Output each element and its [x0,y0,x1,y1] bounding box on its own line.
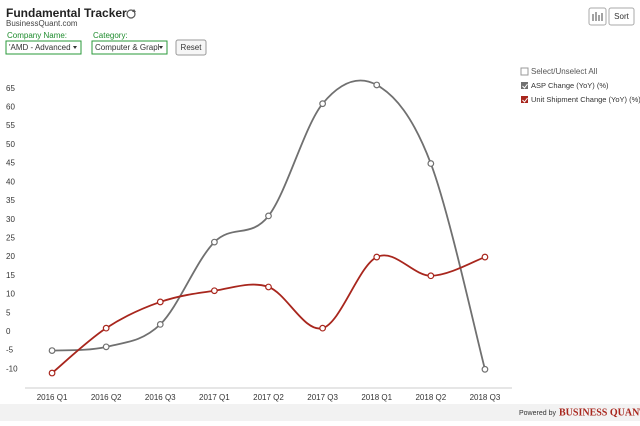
data-point [481,365,489,373]
sort-button[interactable] [608,7,635,26]
y-tick-label: -5 [6,346,14,355]
data-point [48,369,56,377]
legend-swatch[interactable] [521,82,528,89]
data-point [102,343,110,351]
data-point [265,283,272,291]
series-line [51,79,486,370]
chart-icon [592,12,603,21]
refresh-icon[interactable] [126,9,136,19]
page-subtitle: BusinessQuant.com [6,19,78,28]
x-tick-label: 2018 Q2 [415,393,446,402]
y-tick-label: 40 [6,177,15,186]
y-tick-label: 65 [6,84,15,93]
y-tick-label: 45 [6,159,15,168]
y-tick-label: 35 [6,196,15,205]
select-all-checkbox[interactable] [520,67,529,76]
y-tick-label: 30 [6,215,15,224]
powered-by: Powered by [519,410,556,417]
x-tick-label: 2018 Q1 [361,393,392,402]
company-select[interactable] [5,40,82,55]
y-tick-label: 0 [6,327,11,336]
y-tick-label: 50 [6,140,15,149]
page-title: Fundamental Tracker [6,6,127,20]
company-value: 'AMD - Advanced [9,43,71,52]
y-tick-label: 15 [6,271,15,280]
legend-swatch[interactable] [521,96,528,103]
data-point [373,253,381,261]
x-tick-label: 2016 Q2 [91,393,122,402]
data-point [210,238,218,246]
category-select[interactable] [91,40,168,55]
data-point [427,272,435,280]
series-line [51,254,486,374]
legend-label[interactable]: ASP Change (YoY) (%) [531,81,609,90]
category-label: Category: [93,31,128,40]
x-tick-label: 2017 Q2 [253,393,284,402]
category-value: Computer & Grapl [95,43,160,52]
y-tick-label: 60 [6,103,15,112]
x-tick-label: 2018 Q3 [470,393,501,402]
x-tick-label: 2016 Q3 [145,393,176,402]
select-all-label[interactable]: Select/Unselect All [531,67,597,76]
data-point [373,81,381,89]
legend-check [522,83,528,89]
data-point [481,253,489,261]
data-point [102,324,110,332]
y-tick-label: 20 [6,252,15,261]
brand: BUSINESS QUANT [559,407,640,418]
y-tick-label: 55 [6,121,15,130]
data-point [427,160,435,167]
data-point [319,324,327,332]
y-tick-label: -10 [6,364,18,373]
legend-check [522,97,528,103]
y-tick-label: 5 [6,308,11,317]
data-point [156,321,164,328]
reset-button[interactable] [175,39,207,56]
y-tick-label: 25 [6,233,15,242]
data-point [319,100,327,108]
x-tick-label: 2017 Q1 [199,393,230,402]
reset-label: Reset [181,43,203,52]
data-point [210,287,218,295]
x-tick-label: 2017 Q3 [307,393,338,402]
chart-type-button[interactable] [588,7,607,26]
legend-label[interactable]: Unit Shipment Change (YoY) (%) [531,95,640,104]
data-point [156,298,164,306]
x-tick-label: 2016 Q1 [37,393,68,402]
footer [0,404,640,421]
data-point [48,347,56,354]
data-point [265,212,272,220]
y-tick-label: 10 [6,290,15,299]
company-label: Company Name: [7,31,67,40]
sort-label: Sort [614,12,629,21]
